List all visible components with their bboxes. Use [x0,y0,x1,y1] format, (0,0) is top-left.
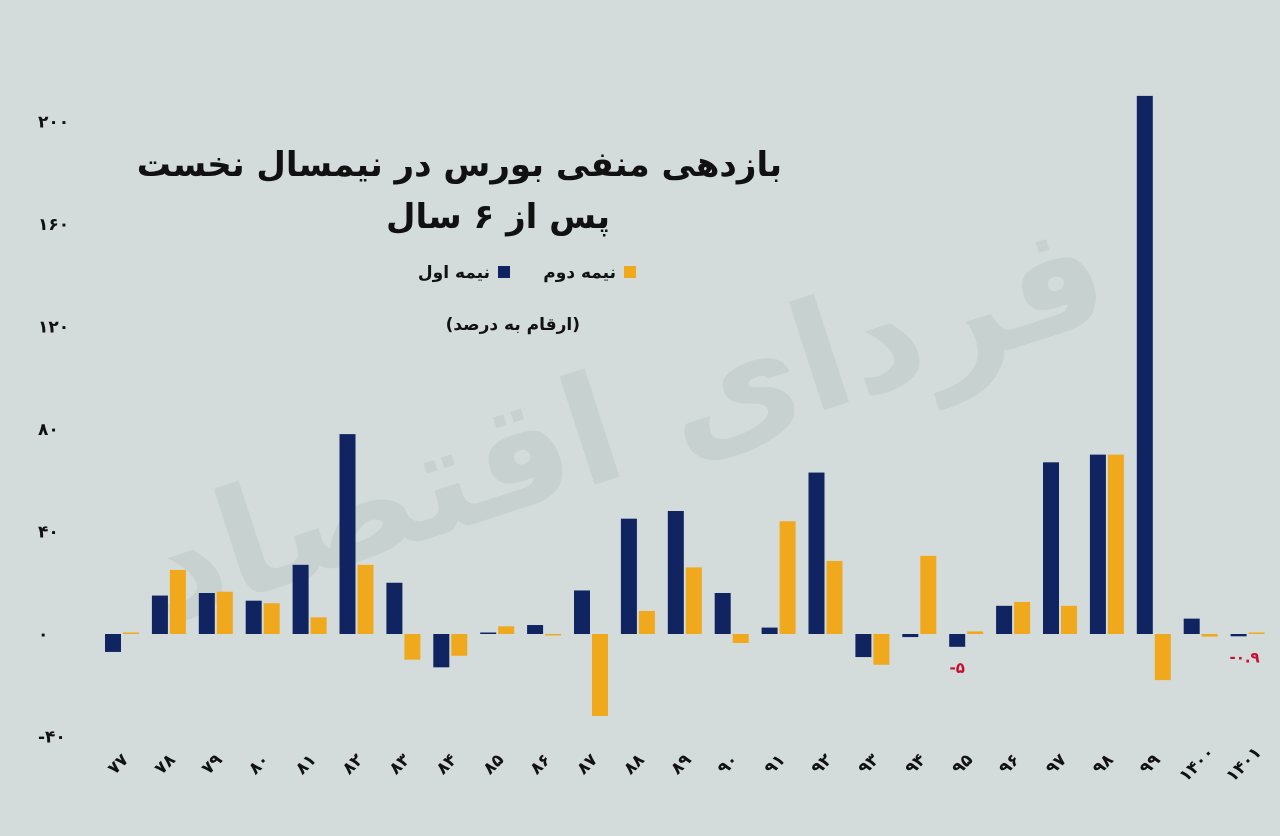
x-tick-label: ۸۴ [432,750,461,779]
bar-first-half [433,634,450,668]
x-tick-label: ۸۱ [292,750,321,779]
bar-first-half [902,634,919,638]
bar-first-half [1089,454,1106,634]
bar-second-half [123,632,139,634]
bar-first-half [949,634,966,647]
y-tick-label: ۸۰ [38,420,59,440]
bar-second-half [498,626,515,634]
legend: نیمه دوم نیمه اول [418,263,636,283]
x-tick-label: ۹۲ [808,750,837,779]
bar-first-half [761,627,778,634]
x-tick-label: ۹۵ [948,750,977,779]
bar-second-half [920,555,937,634]
x-tick-label: ۱۴۰۱ [1222,743,1265,786]
x-tick-label: ۹۱ [761,750,790,779]
bar-first-half [339,434,356,634]
x-tick-label: ۹۳ [854,750,883,779]
bar-first-half [855,634,872,658]
bar-second-half [826,560,843,634]
bar-second-half [967,631,984,634]
x-tick-label: ۸۹ [667,750,696,779]
x-tick-label: ۹۸ [1089,750,1118,779]
bar-first-half [808,472,825,634]
bar-second-half [638,610,655,634]
bar-second-half [1201,634,1218,637]
x-tick-label: ۸۸ [620,750,649,779]
x-tick-label: ۷۸ [151,750,180,779]
bar-first-half [1043,462,1059,634]
x-tick-label: ۸۷ [573,750,602,779]
legend-label-first-half: نیمه اول [418,263,490,283]
bar-second-half [1154,634,1171,681]
y-tick-label: ۱۲۰ [38,318,69,338]
bar-first-half [620,518,637,634]
bar-second-half [779,521,796,634]
bar-second-half [545,634,562,636]
x-tick-label: ۹۴ [901,750,930,779]
bar-second-half [1248,632,1265,634]
x-tick-label: ۹۶ [995,750,1024,779]
y-axis: -۴۰ ۰ ۴۰ ۸۰ ۱۲۰ ۱۶۰ ۲۰۰ [38,113,69,748]
x-tick-label: ۷۹ [198,750,227,779]
data-labels: -۵ -۰.۹ [950,648,1260,677]
bars [105,95,1265,716]
x-tick-label: ۹۹ [1136,750,1165,779]
bar-first-half [1136,95,1153,634]
x-tick-label: ۹۷ [1042,750,1071,779]
x-tick-label: ۹۰ [714,750,743,779]
bar-second-half [1014,601,1031,634]
data-label: -۰.۹ [1229,648,1259,666]
legend-swatch-first-half [498,266,510,278]
bar-first-half [1183,618,1200,634]
bar-second-half [216,591,233,634]
bar-first-half [386,582,403,634]
bar-first-half [1230,634,1247,637]
x-tick-label: ۸۰ [245,750,274,779]
bar-first-half [198,593,215,634]
bar-second-half [357,564,374,634]
bar-second-half [685,567,702,634]
bar-second-half [451,634,468,656]
bar-first-half [245,600,262,634]
y-tick-label: -۴۰ [38,728,66,748]
chart-title-line-2: پس از ۶ سال [386,197,610,237]
bar-second-half [592,634,608,716]
bar-first-half [480,632,497,634]
bar-second-half [310,617,327,634]
x-axis: ۷۷ ۷۸ ۷۹ ۸۰ ۸۱ ۸۲ ۸۳ ۸۴ ۸۵ ۸۶ ۸۷ ۸۸ ۸۹ ۹۰ ۹۱ ۹۲ ۹۳ ۹۴ ۹۵ ۹۶… [104,743,1266,786]
bar-second-half [404,634,421,660]
x-tick-label: ۸۵ [479,750,508,779]
y-tick-label: ۰ [38,625,48,645]
units-note: (ارقام به درصد) [446,315,580,335]
bar-second-half [873,634,890,665]
bar-first-half [105,634,121,652]
chart-title-line-1: بازدهی منفی بورس در نیمسال نخست [137,145,782,185]
bar-first-half [574,590,590,634]
bar-first-half [292,564,309,634]
x-tick-label: ۸۳ [385,750,414,779]
y-tick-label: ۲۰۰ [38,113,69,133]
legend-label-second-half: نیمه دوم [543,263,616,283]
bar-first-half [996,605,1013,634]
x-tick-label: ۷۷ [104,750,133,779]
bar-second-half [1061,605,1077,634]
y-tick-label: ۱۶۰ [38,215,69,235]
x-tick-label: ۱۴۰۰ [1175,743,1218,786]
y-tick-label: ۴۰ [38,523,59,543]
bar-first-half [714,593,731,634]
bar-first-half [527,625,544,634]
bar-second-half [263,603,280,634]
bar-second-half [1107,454,1124,634]
x-tick-label: ۸۶ [526,750,555,779]
bar-second-half [169,569,186,634]
bar-first-half [667,511,684,634]
bar-first-half [151,595,168,634]
data-label: -۵ [950,659,965,677]
legend-swatch-second-half [624,266,636,278]
chart-title: بازدهی منفی بورس در نیمسال نخست پس از ۶ … [137,145,782,237]
x-tick-label: ۸۲ [339,750,368,779]
bar-second-half [732,634,749,643]
